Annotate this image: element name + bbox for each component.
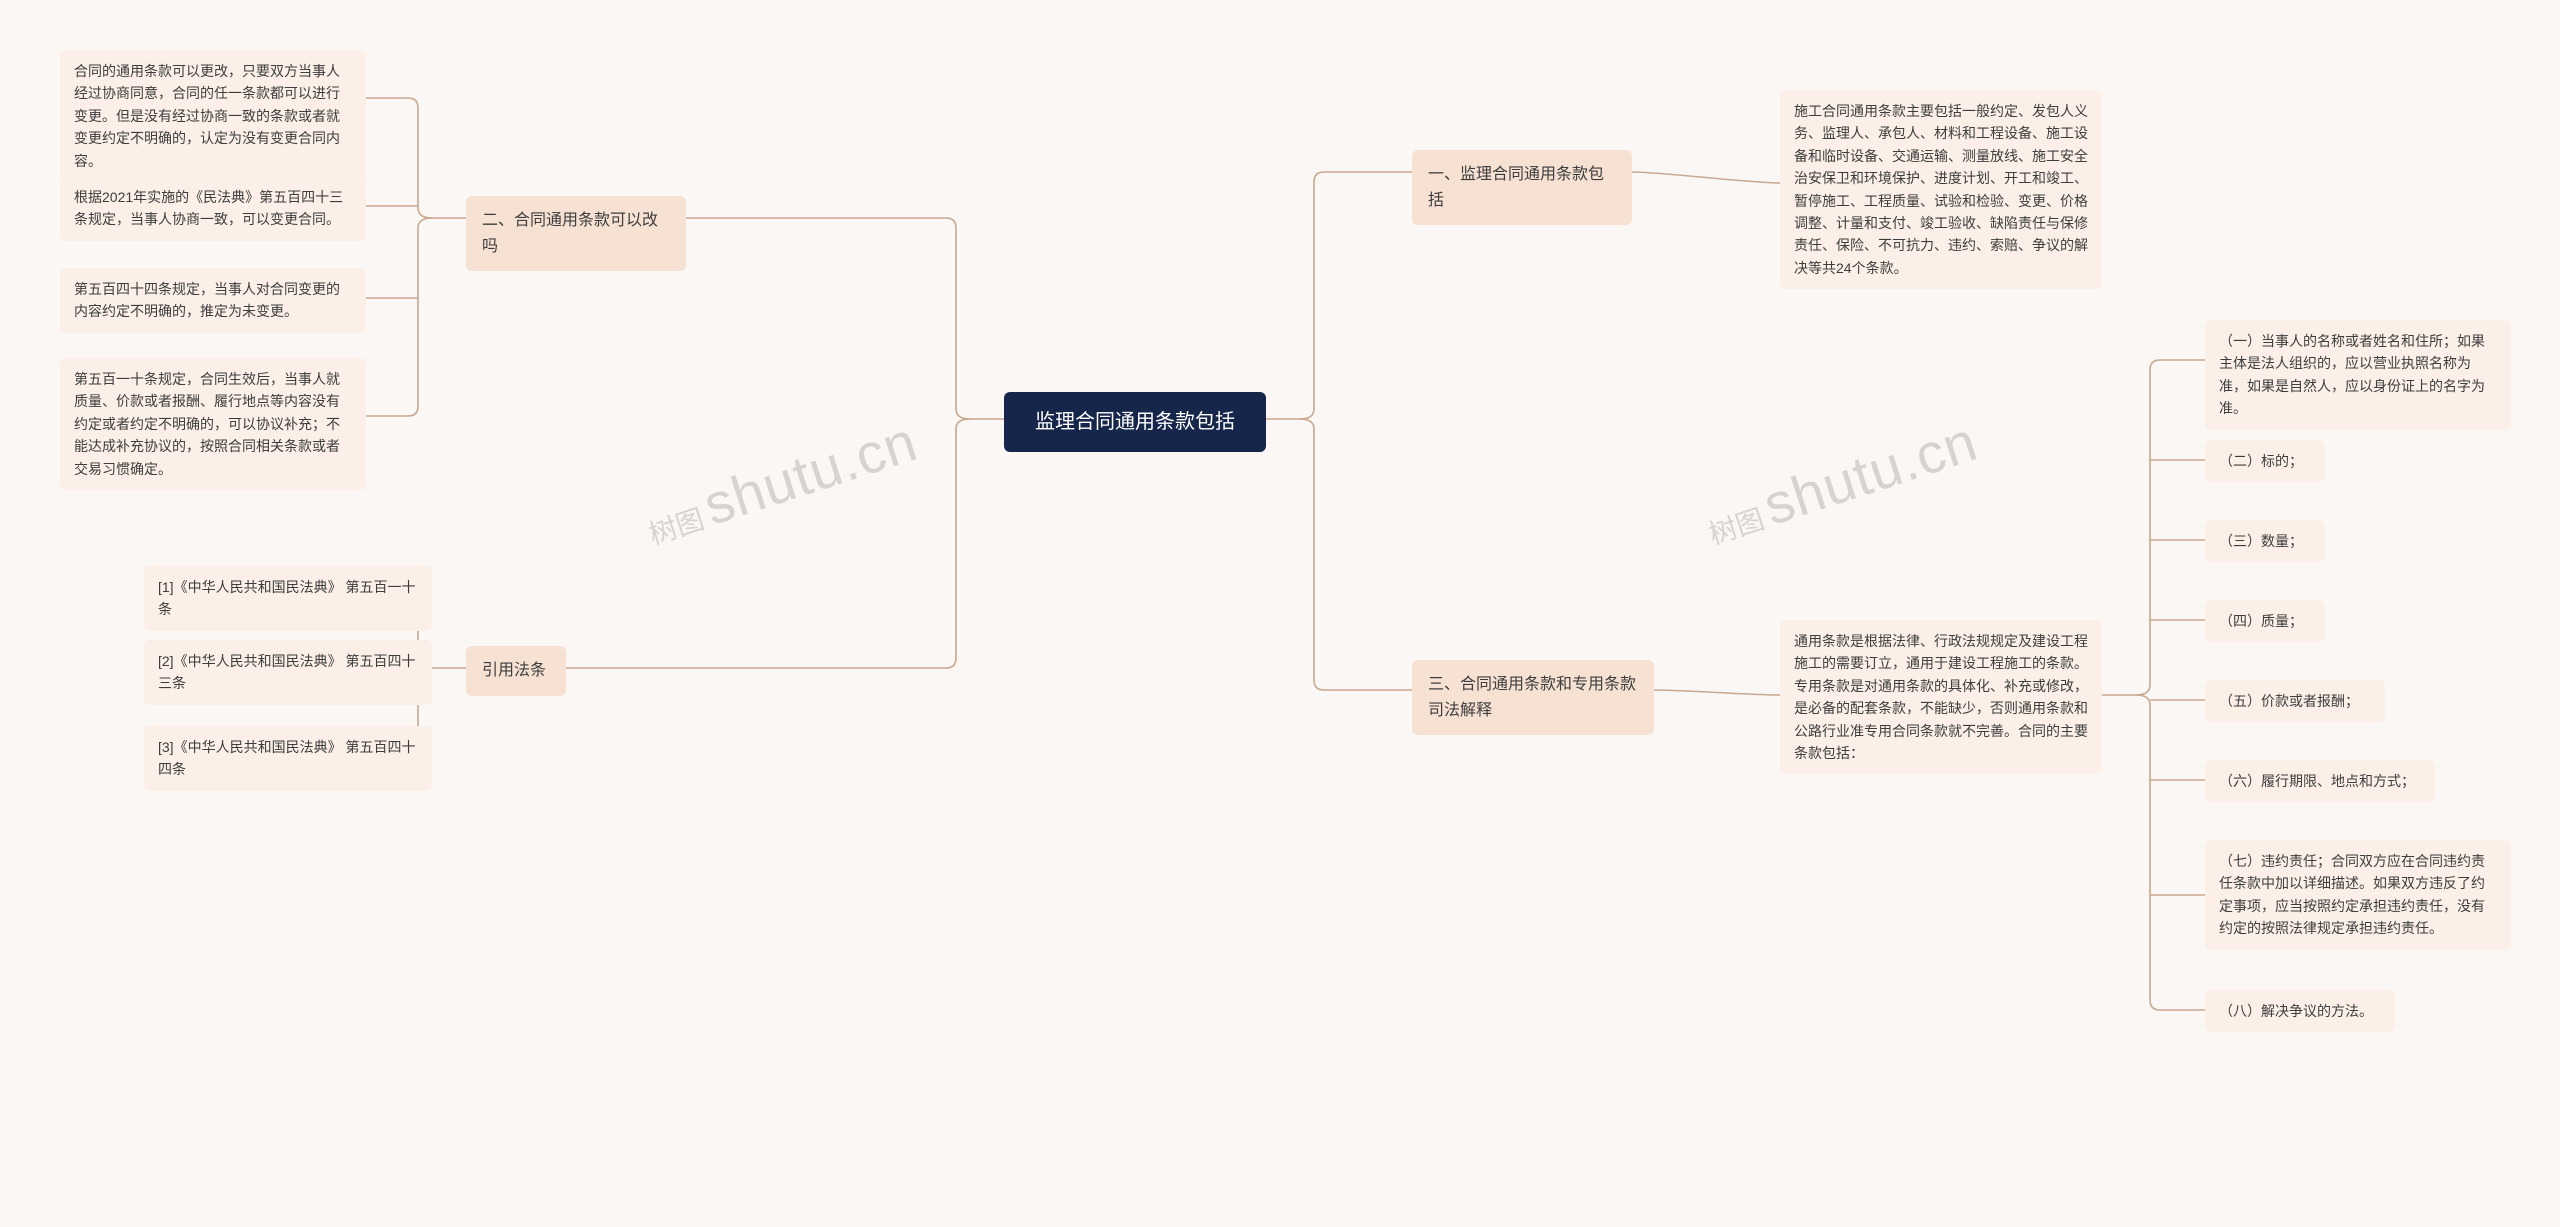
leaf-lrc2[interactable]: [2]《中华人民共和国民法典》 第五百四十三条 [144, 640, 432, 705]
leaf-r3c1-h[interactable]: （八）解决争议的方法。 [2205, 990, 2395, 1032]
leaf-label: 根据2021年实施的《民法典》第五百四十三条规定，当事人协商一致，可以变更合同。 [74, 189, 343, 227]
watermark-1: 树图shutu.cn [637, 408, 925, 557]
leaf-label: 第五百四十四条规定，当事人对合同变更的内容约定不明确的，推定为未变更。 [74, 281, 340, 319]
watermark-big: shutu.cn [1756, 409, 1984, 537]
branch-r1[interactable]: 一、监理合同通用条款包括 [1412, 150, 1632, 225]
leaf-r3c1-b[interactable]: （二）标的； [2205, 440, 2325, 482]
leaf-label: （二）标的； [2219, 453, 2303, 469]
leaf-r3c1-e[interactable]: （五）价款或者报酬； [2205, 680, 2385, 722]
leaf-label: 合同的通用条款可以更改，只要双方当事人经过协商同意，合同的任一条款都可以进行变更… [74, 63, 340, 169]
leaf-label: （七）违约责任；合同双方应在合同违约责任条款中加以详细描述。如果双方违反了约定事… [2219, 853, 2485, 936]
leaf-r3c1-g[interactable]: （七）违约责任；合同双方应在合同违约责任条款中加以详细描述。如果双方违反了约定事… [2205, 840, 2511, 950]
branch-label: 三、合同通用条款和专用条款司法解释 [1428, 676, 1636, 719]
leaf-r3c1-c[interactable]: （三）数量； [2205, 520, 2325, 562]
leaf-label: 第五百一十条规定，合同生效后，当事人就质量、价款或者报酬、履行地点等内容没有约定… [74, 371, 340, 477]
leaf-l2c3[interactable]: 第五百四十四条规定，当事人对合同变更的内容约定不明确的，推定为未变更。 [60, 268, 366, 333]
leaf-label: 施工合同通用条款主要包括一般约定、发包人义务、监理人、承包人、材料和工程设备、施… [1794, 103, 2088, 276]
branch-label: 一、监理合同通用条款包括 [1428, 166, 1604, 209]
branch-lref[interactable]: 引用法条 [466, 646, 566, 696]
leaf-r3c1[interactable]: 通用条款是根据法律、行政法规规定及建设工程施工的需要订立，通用于建设工程施工的条… [1780, 620, 2102, 774]
leaf-label: （六）履行期限、地点和方式； [2219, 773, 2415, 789]
leaf-label: （三）数量； [2219, 533, 2303, 549]
watermark-small: 树图 [645, 503, 708, 550]
leaf-l2c4[interactable]: 第五百一十条规定，合同生效后，当事人就质量、价款或者报酬、履行地点等内容没有约定… [60, 358, 366, 490]
leaf-label: （五）价款或者报酬； [2219, 693, 2359, 709]
leaf-l2c1[interactable]: 合同的通用条款可以更改，只要双方当事人经过协商同意，合同的任一条款都可以进行变更… [60, 50, 366, 182]
watermark-big: shutu.cn [696, 409, 924, 537]
leaf-r3c1-d[interactable]: （四）质量； [2205, 600, 2325, 642]
leaf-lrc1[interactable]: [1]《中华人民共和国民法典》 第五百一十条 [144, 566, 432, 631]
leaf-label: [2]《中华人民共和国民法典》 第五百四十三条 [158, 653, 415, 691]
root-node[interactable]: 监理合同通用条款包括 [1004, 392, 1266, 452]
root-label: 监理合同通用条款包括 [1035, 411, 1235, 433]
branch-label: 引用法条 [482, 662, 546, 679]
leaf-r3c1-f[interactable]: （六）履行期限、地点和方式； [2205, 760, 2435, 802]
watermark-small: 树图 [1705, 503, 1768, 550]
mindmap-canvas: 树图shutu.cn 树图shutu.cn 监理合同通用条款包括 一、监理合同通… [0, 0, 2560, 1227]
branch-r3[interactable]: 三、合同通用条款和专用条款司法解释 [1412, 660, 1654, 735]
leaf-label: 通用条款是根据法律、行政法规规定及建设工程施工的需要订立，通用于建设工程施工的条… [1794, 633, 2088, 761]
leaf-label: （四）质量； [2219, 613, 2303, 629]
branch-l2[interactable]: 二、合同通用条款可以改吗 [466, 196, 686, 271]
leaf-label: [1]《中华人民共和国民法典》 第五百一十条 [158, 579, 415, 617]
leaf-label: （一）当事人的名称或者姓名和住所；如果主体是法人组织的，应以营业执照名称为准，如… [2219, 333, 2485, 416]
leaf-label: （八）解决争议的方法。 [2219, 1003, 2373, 1019]
watermark-2: 树图shutu.cn [1697, 408, 1985, 557]
leaf-lrc3[interactable]: [3]《中华人民共和国民法典》 第五百四十四条 [144, 726, 432, 791]
branch-label: 二、合同通用条款可以改吗 [482, 212, 658, 255]
leaf-r3c1-a[interactable]: （一）当事人的名称或者姓名和住所；如果主体是法人组织的，应以营业执照名称为准，如… [2205, 320, 2511, 430]
leaf-l2c2[interactable]: 根据2021年实施的《民法典》第五百四十三条规定，当事人协商一致，可以变更合同。 [60, 176, 366, 241]
leaf-r1c1[interactable]: 施工合同通用条款主要包括一般约定、发包人义务、监理人、承包人、材料和工程设备、施… [1780, 90, 2102, 289]
leaf-label: [3]《中华人民共和国民法典》 第五百四十四条 [158, 739, 415, 777]
